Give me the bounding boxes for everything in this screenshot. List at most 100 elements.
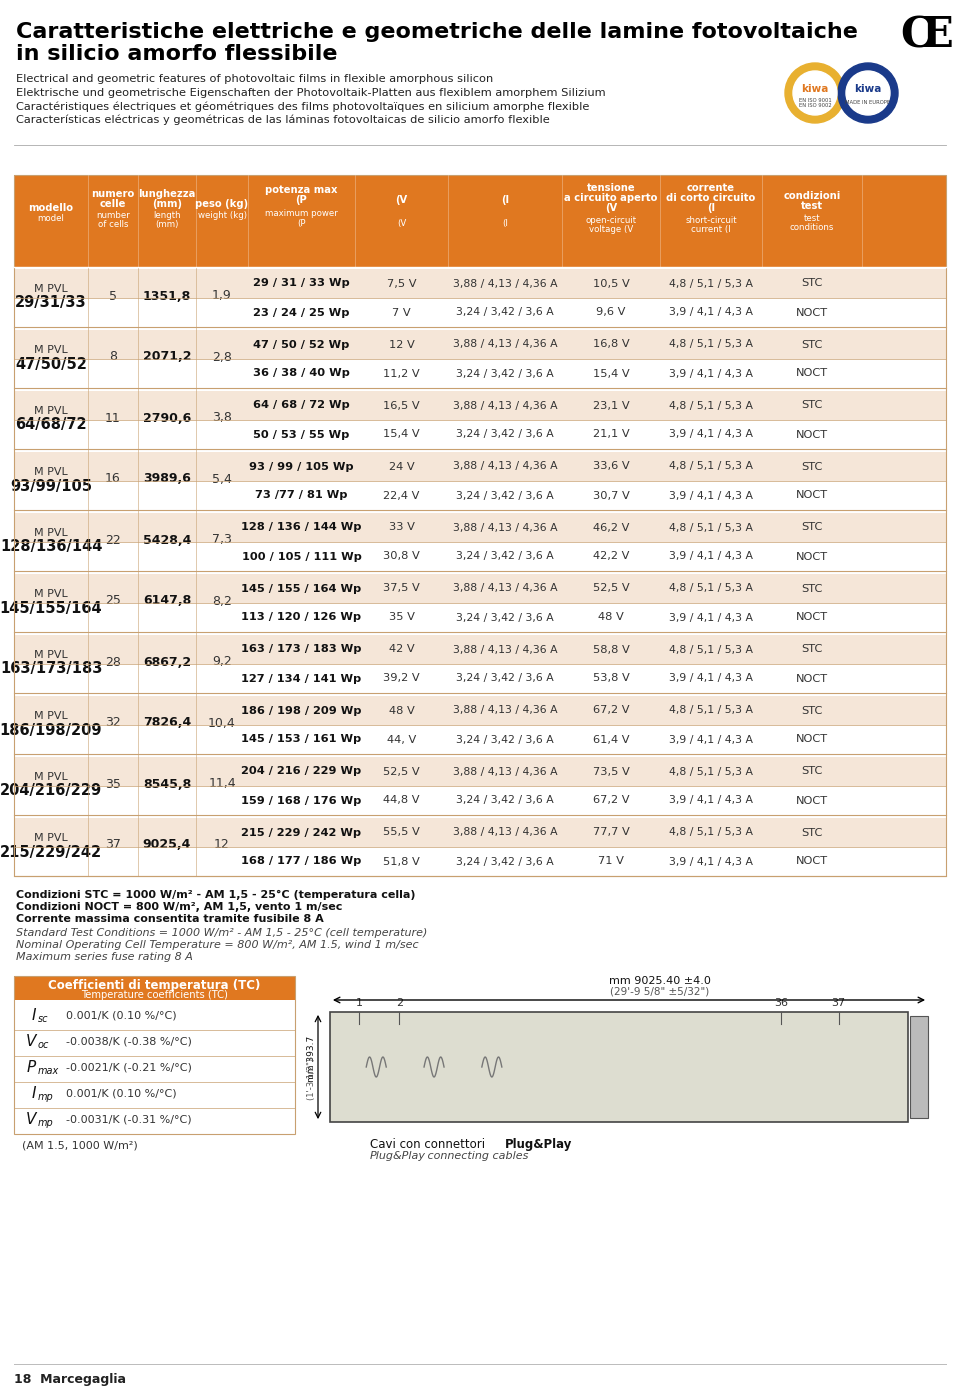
Text: STC: STC (802, 523, 823, 533)
Text: 32: 32 (106, 717, 121, 730)
Bar (14, 664, 946, 694)
Text: 8: 8 (109, 351, 117, 363)
Text: 23,1 V: 23,1 V (592, 401, 630, 411)
Text: max: max (431, 1203, 447, 1208)
Text: 3,24 / 3,42 / 3,6 A: 3,24 / 3,42 / 3,6 A (456, 613, 554, 623)
Text: 7,5 V: 7,5 V (387, 279, 417, 288)
Text: 37: 37 (831, 999, 846, 1008)
Text: 4,8 / 5,1 / 5,3 A: 4,8 / 5,1 / 5,3 A (669, 828, 753, 838)
Text: 93 / 99 / 105 Wp: 93 / 99 / 105 Wp (250, 462, 354, 472)
Text: maximum power: maximum power (265, 209, 338, 218)
Text: 4,8 / 5,1 / 5,3 A: 4,8 / 5,1 / 5,3 A (669, 584, 753, 594)
Text: STC: STC (802, 767, 823, 777)
Text: open-circuit: open-circuit (586, 216, 636, 225)
Text: V: V (26, 1033, 36, 1049)
Text: max: max (304, 1165, 318, 1171)
Circle shape (793, 71, 837, 115)
Text: mp: mp (38, 1092, 54, 1103)
Text: conditions: conditions (790, 223, 834, 232)
Text: 35 V: 35 V (389, 613, 415, 623)
Text: 3,9 / 4,1 / 4,3 A: 3,9 / 4,1 / 4,3 A (669, 613, 753, 623)
Text: 4,8 / 5,1 / 5,3 A: 4,8 / 5,1 / 5,3 A (669, 279, 753, 288)
Text: NOCT: NOCT (796, 735, 828, 745)
Text: 35: 35 (105, 778, 121, 791)
Circle shape (846, 71, 890, 115)
Text: connecting cables: connecting cables (424, 1151, 528, 1161)
Text: (1'-3 1/2"): (1'-3 1/2") (307, 1058, 316, 1100)
Text: NOCT: NOCT (796, 308, 828, 318)
Text: STC: STC (802, 828, 823, 838)
Text: 3,88 / 4,13 / 4,36 A: 3,88 / 4,13 / 4,36 A (453, 706, 558, 716)
Text: (AM 1.5, 1000 W/m²): (AM 1.5, 1000 W/m²) (22, 1140, 137, 1150)
Text: potenza max: potenza max (265, 184, 338, 196)
Text: M PVL: M PVL (35, 406, 68, 416)
Text: Cavi con connettori: Cavi con connettori (370, 1137, 489, 1151)
Text: kiwa: kiwa (854, 85, 881, 94)
Text: 15,4 V: 15,4 V (383, 430, 420, 440)
Text: number: number (96, 211, 130, 221)
Text: 3,24 / 3,42 / 3,6 A: 3,24 / 3,42 / 3,6 A (456, 735, 554, 745)
Text: 7,3: 7,3 (212, 534, 232, 546)
Text: STC: STC (802, 706, 823, 716)
Text: 51,8 V: 51,8 V (383, 857, 420, 867)
Text: 67,2 V: 67,2 V (592, 796, 629, 806)
Text: (I: (I (707, 203, 715, 214)
Bar (14, 976, 295, 1135)
Text: tensione: tensione (587, 183, 636, 193)
Text: STC: STC (802, 279, 823, 288)
Text: 5428,4: 5428,4 (143, 534, 191, 546)
Text: 11,2 V: 11,2 V (383, 369, 420, 379)
Text: 3,24 / 3,42 / 3,6 A: 3,24 / 3,42 / 3,6 A (456, 308, 554, 318)
Text: 16,5 V: 16,5 V (383, 401, 420, 411)
Circle shape (785, 62, 845, 123)
Text: Caratteristiche elettriche e geometriche delle lamine fotovoltaiche: Caratteristiche elettriche e geometriche… (16, 22, 858, 42)
Text: M PVL: M PVL (35, 834, 68, 843)
Text: 128 / 136 / 144 Wp: 128 / 136 / 144 Wp (241, 523, 362, 533)
Text: of cells: of cells (98, 221, 129, 229)
Text: mp: mp (405, 1189, 417, 1196)
Text: di corto circuito: di corto circuito (666, 193, 756, 203)
Text: current (I: current (I (691, 225, 731, 234)
Text: 52,5 V: 52,5 V (592, 584, 630, 594)
Text: 145 / 155 / 164 Wp: 145 / 155 / 164 Wp (241, 584, 362, 594)
Text: 33 V: 33 V (389, 523, 415, 533)
Text: 3989,6: 3989,6 (143, 473, 191, 485)
Text: 67,2 V: 67,2 V (592, 706, 629, 716)
Text: (I: (I (501, 196, 509, 205)
Text: Elektrische und geometrische Eigenschaften der Photovoltaik-Platten aus flexible: Elektrische und geometrische Eigenschaft… (16, 87, 606, 97)
Text: 15,4 V: 15,4 V (592, 369, 630, 379)
Text: STC: STC (802, 645, 823, 655)
Text: 3,88 / 4,13 / 4,36 A: 3,88 / 4,13 / 4,36 A (453, 523, 558, 533)
Text: 3,24 / 3,42 / 3,6 A: 3,24 / 3,42 / 3,6 A (456, 552, 554, 562)
Text: 64/68/72: 64/68/72 (15, 417, 86, 433)
Text: voltage at P: voltage at P (383, 1178, 435, 1187)
Text: 29/31/33: 29/31/33 (15, 295, 86, 311)
Text: 1: 1 (355, 999, 362, 1008)
Text: peso (kg): peso (kg) (196, 198, 249, 209)
Text: (I: (I (502, 219, 508, 227)
Text: 2071,2: 2071,2 (143, 351, 191, 363)
Text: EN ISO 9001
EN ISO 9002: EN ISO 9001 EN ISO 9002 (799, 97, 831, 108)
Text: 22: 22 (106, 534, 121, 546)
Bar (14, 976, 295, 1000)
Text: model: model (37, 214, 64, 223)
Text: 3,9 / 4,1 / 4,3 A: 3,9 / 4,1 / 4,3 A (669, 369, 753, 379)
Text: STC: STC (802, 401, 823, 411)
Text: Electrical and geometric features of photovoltaic films in flexible amorphous si: Electrical and geometric features of pho… (16, 74, 493, 85)
Bar (14, 175, 946, 877)
Text: 215/229/242: 215/229/242 (0, 845, 102, 860)
Text: 61,4 V: 61,4 V (592, 735, 629, 745)
Text: 145 / 153 / 161 Wp: 145 / 153 / 161 Wp (241, 735, 362, 745)
Text: 3,88 / 4,13 / 4,36 A: 3,88 / 4,13 / 4,36 A (453, 645, 558, 655)
Bar (14, 330, 946, 359)
Text: 44,8 V: 44,8 V (383, 796, 420, 806)
Text: NOCT: NOCT (796, 430, 828, 440)
Text: 145/155/164: 145/155/164 (0, 601, 103, 616)
Text: Temperature coefficients (TC): Temperature coefficients (TC) (81, 990, 228, 1000)
Text: 22,4 V: 22,4 V (383, 491, 420, 501)
Text: mm 9025.40 ±4.0: mm 9025.40 ±4.0 (609, 976, 710, 986)
Text: 9,6 V: 9,6 V (596, 308, 626, 318)
Text: Plug&Play: Plug&Play (370, 1151, 426, 1161)
Text: I: I (32, 1086, 36, 1100)
Text: 39,2 V: 39,2 V (383, 674, 420, 684)
